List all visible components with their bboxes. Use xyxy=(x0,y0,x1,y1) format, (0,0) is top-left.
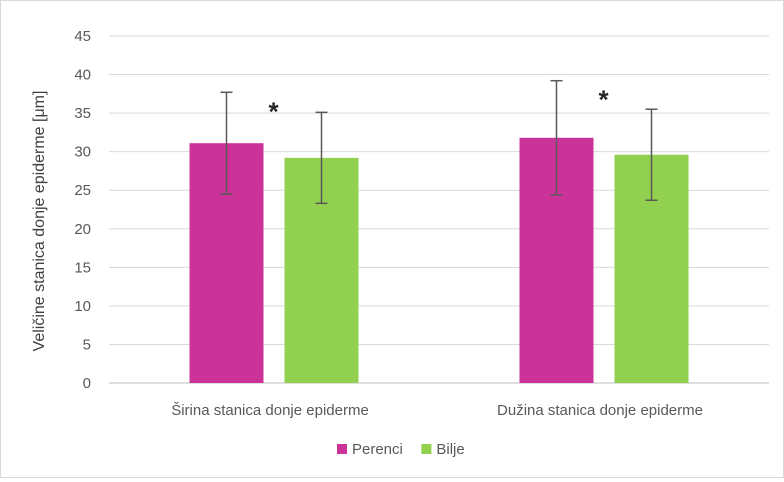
legend-label-bilje: Bilje xyxy=(436,441,464,458)
legend: Perenci Bilje xyxy=(337,441,465,458)
error-bars xyxy=(220,79,658,205)
y-tick-label: 45 xyxy=(74,28,91,45)
y-tick-label: 25 xyxy=(74,182,91,199)
x-axis-categories: Širina stanica donje epiderme Dužina stan… xyxy=(171,402,703,419)
y-tick-label: 35 xyxy=(74,105,91,122)
legend-label-perenci: Perenci xyxy=(352,441,403,458)
y-tick-label: 0 xyxy=(83,375,91,392)
x-category-label: Dužina stanica donje epiderme xyxy=(497,402,703,419)
legend-swatch-bilje xyxy=(421,444,432,454)
y-tick-label: 20 xyxy=(74,221,91,238)
significance-marker: * xyxy=(598,85,609,115)
bars xyxy=(189,137,689,383)
y-tick-label: 15 xyxy=(74,259,91,276)
y-tick-label: 40 xyxy=(74,67,91,84)
y-tick-label: 30 xyxy=(74,144,91,161)
y-axis-ticks: 0 5 10 15 20 25 30 35 40 45 xyxy=(74,28,91,392)
y-axis-label: Veličine stanica donje epiderme [μm] xyxy=(31,91,48,352)
significance-marker: * xyxy=(268,96,279,126)
y-tick-label: 5 xyxy=(83,336,91,353)
annotations: * * xyxy=(268,85,609,127)
x-category-label: Širina stanica donje epiderme xyxy=(171,402,369,419)
legend-swatch-perenci xyxy=(337,444,347,454)
y-tick-label: 10 xyxy=(74,298,91,315)
